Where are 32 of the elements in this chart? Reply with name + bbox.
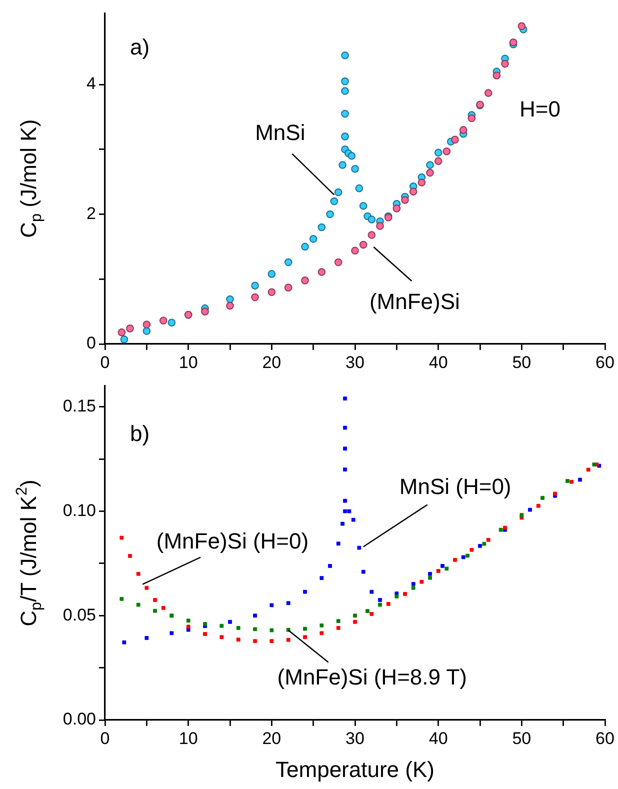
x-tick-label: 60 [596, 352, 614, 372]
y-tick-label: 0.15 [62, 396, 96, 416]
annotation: a) [130, 34, 150, 60]
x-axis-title: Temperature (K) [276, 757, 434, 782]
annotation: MnSi [255, 120, 306, 145]
x-tick-label: 50 [512, 352, 532, 372]
x-tick-label: 10 [178, 352, 198, 372]
annotation: MnSi (H=0) [399, 474, 512, 499]
annotation: (MnFe)Si (H=8.9 T) [277, 664, 467, 690]
x-tick-label: 50 [512, 728, 532, 748]
annotation: (MnFe)Si [369, 289, 460, 314]
annotation: H=0 [520, 96, 560, 122]
y-tick-label: 2 [86, 204, 96, 223]
x-tick-label: 30 [346, 352, 364, 372]
y-tick-label: 4 [86, 74, 96, 94]
y-tick-label: 0.05 [62, 605, 96, 624]
y-tick-label: 0 [86, 334, 96, 353]
x-tick-label: 60 [596, 728, 614, 748]
x-tick-label: 0 [100, 352, 110, 372]
y-axis-title: Cp/T (J/mol K2) [14, 480, 45, 626]
annotation: b) [130, 421, 150, 446]
x-tick-label: 40 [428, 352, 448, 372]
annotation: (MnFe)Si (H=0) [156, 528, 309, 554]
x-tick-label: 10 [178, 728, 198, 748]
x-tick-label: 20 [262, 352, 282, 372]
y-axis-title: Cp (J/mol K) [16, 119, 45, 238]
x-tick-label: 30 [346, 728, 364, 748]
x-tick-label: 0 [100, 728, 110, 748]
x-tick-label: 40 [428, 728, 448, 748]
y-tick-label: 0.10 [62, 500, 96, 520]
y-tick-label: 0.00 [62, 710, 96, 729]
x-tick-label: 20 [262, 728, 282, 748]
